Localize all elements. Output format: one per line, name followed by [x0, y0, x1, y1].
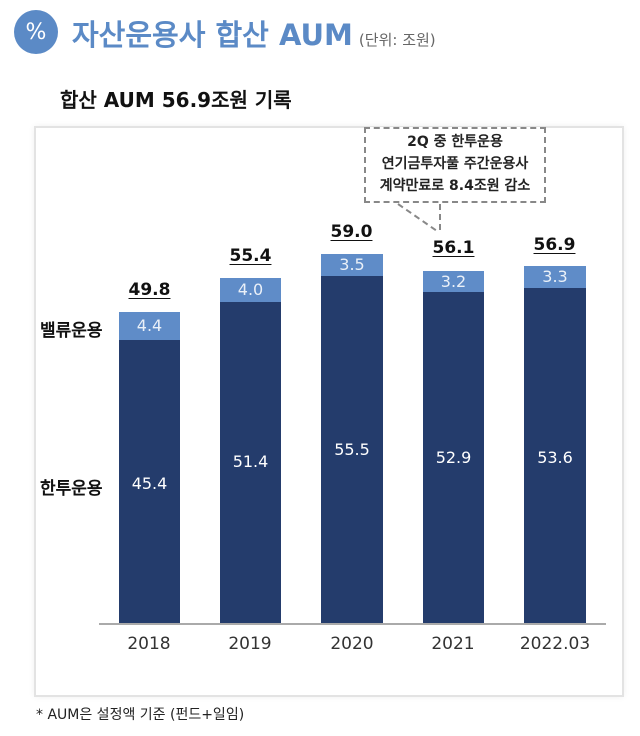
x-axis-line	[99, 623, 606, 625]
unit-label: (단위: 조원)	[358, 31, 436, 49]
bar-hantoo-2020	[321, 276, 383, 624]
value-label: 3.2	[440, 272, 467, 291]
bar-hantoo-2018	[119, 340, 180, 624]
total-label: 59.0	[330, 222, 373, 242]
total-label: 55.4	[229, 246, 272, 266]
title-text: 자산운용사 합산 AUM	[72, 18, 353, 52]
series-label-value: 밸류운용	[40, 321, 103, 341]
value-label: 4.0	[237, 280, 264, 299]
footnote: * AUM은 설정액 기준 (펀드+일임)	[36, 707, 245, 723]
value-label: 51.4	[232, 452, 269, 471]
bar-value-2020	[321, 254, 383, 276]
bar-value-2021	[423, 271, 484, 292]
callout-line: 계약만료로 8.4조원 감소	[379, 178, 531, 194]
callout-line: 2Q 중 한투운용	[407, 134, 503, 150]
bar-value-2019	[220, 278, 281, 302]
annotation-callout: 2Q 중 한투운용 연기금투자풀 주간운용사 계약만료로 8.4조원 감소	[364, 127, 546, 203]
percent-icon: %	[25, 19, 47, 45]
x-tick-label: 2020	[330, 634, 374, 654]
total-label: 56.9	[533, 235, 576, 255]
value-label: 3.3	[542, 267, 568, 286]
bar-value-2022-03	[524, 266, 586, 288]
value-label: 45.4	[131, 474, 168, 493]
value-label: 3.5	[339, 255, 365, 274]
x-tick-label: 2022.03	[519, 634, 591, 654]
x-tick-label: 2019	[228, 634, 272, 654]
total-label: 56.1	[432, 238, 475, 258]
value-label: 55.5	[334, 440, 370, 459]
series-label-hantoo: 한투운용	[40, 479, 103, 499]
x-tick-label: 2018	[127, 634, 171, 654]
page-title: 자산운용사 합산 AUM (단위: 조원)	[72, 12, 436, 54]
bar-hantoo-2019	[220, 302, 281, 624]
bar-hantoo-2021	[423, 292, 484, 624]
bar-value-2018	[119, 312, 180, 340]
value-label: 52.9	[435, 448, 472, 467]
total-label: 49.8	[128, 280, 171, 300]
callout-line: 연기금투자풀 주간운용사	[381, 156, 529, 172]
value-label: 4.4	[136, 316, 163, 335]
x-tick-label: 2021	[431, 634, 475, 654]
chart-subtitle: 합산 AUM 56.9조원 기록	[60, 88, 292, 112]
bar-hantoo-2022-03	[524, 288, 586, 624]
value-label: 53.6	[537, 448, 573, 467]
header-percent-icon: %	[14, 10, 58, 54]
